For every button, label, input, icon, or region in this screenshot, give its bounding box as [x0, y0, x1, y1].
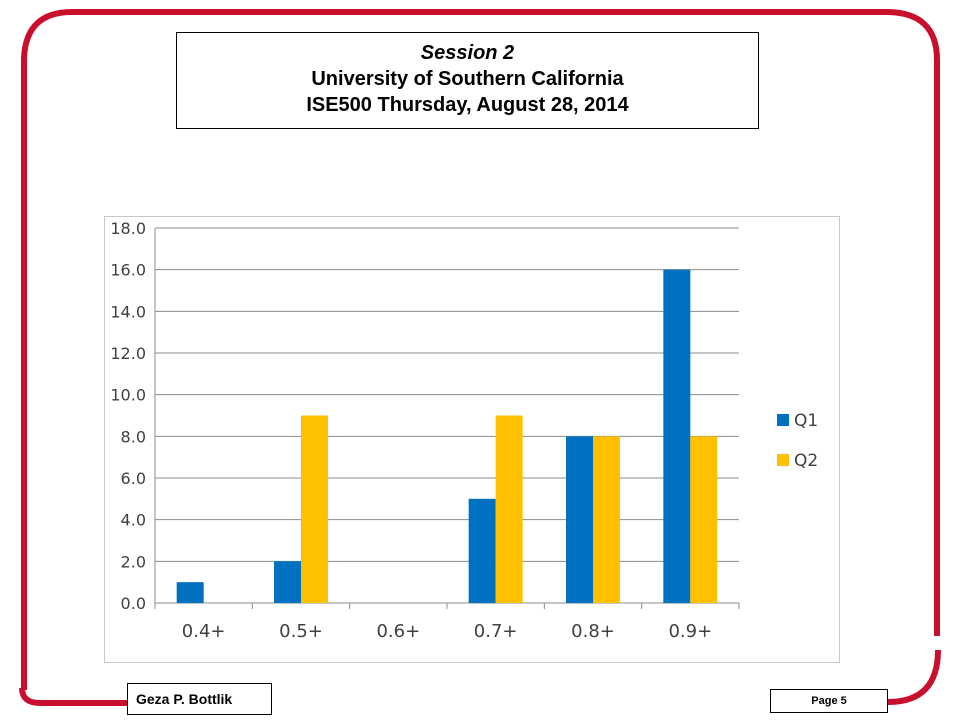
title-line-3: ISE500 Thursday, August 28, 2014 — [306, 94, 629, 116]
frame-bottom-left — [19, 687, 128, 706]
author-box: Geza P. Bottlik — [127, 683, 272, 715]
x-tick-label: 0.8+ — [571, 621, 615, 642]
chart-canvas: 0.0 2.0 4.0 6.0 8.0 10.0 12.0 14.0 16.0 18.0 0.4+ 0… — [110, 219, 818, 642]
bar-q2-0.8+ — [593, 436, 620, 603]
bar-q2-0.7+ — [495, 415, 523, 603]
bar-q1-0.9+ — [663, 269, 691, 603]
y-tick-label: 12.0 — [110, 344, 146, 363]
frame-bottom-right — [887, 649, 941, 705]
x-tick-label: 0.9+ — [668, 621, 712, 642]
x-tick-label: 0.7+ — [474, 621, 518, 642]
y-tick-label: 16.0 — [110, 261, 146, 280]
bar-q1-0.4+ — [176, 582, 204, 603]
frame-top-left — [21, 9, 73, 690]
title-box: Session 2 University of Southern Califor… — [176, 32, 759, 129]
page-number-box: Page 5 — [770, 689, 888, 713]
y-tick-label: 18.0 — [110, 219, 146, 238]
x-tick-label: 0.4+ — [182, 621, 226, 642]
title-line-2: University of Southern California — [311, 68, 624, 90]
y-tick-label: 2.0 — [121, 552, 146, 571]
page-number: Page 5 — [811, 695, 847, 707]
bar-q1-0.8+ — [566, 436, 593, 603]
frame-top-right — [885, 9, 940, 636]
legend-swatch-q1 — [777, 414, 789, 426]
author-name: Geza P. Bottlik — [136, 691, 233, 707]
legend-label-q2: Q2 — [794, 451, 818, 471]
bar-q2-0.5+ — [301, 415, 328, 603]
legend-label-q1: Q1 — [794, 411, 818, 431]
bar-q1-0.5+ — [274, 561, 301, 603]
title-line-1: Session 2 — [420, 42, 515, 64]
y-tick-label: 6.0 — [121, 469, 146, 488]
y-tick-label: 14.0 — [110, 302, 146, 321]
bar-chart: 0.0 2.0 4.0 6.0 8.0 10.0 12.0 14.0 16.0 18.0 0.4+ 0… — [104, 216, 840, 663]
bar-q2-0.9+ — [690, 436, 718, 603]
y-tick-label: 0.0 — [121, 594, 146, 613]
x-tick-label: 0.5+ — [279, 621, 323, 642]
y-tick-label: 10.0 — [110, 386, 146, 405]
legend-swatch-q2 — [777, 454, 789, 466]
y-tick-label: 4.0 — [121, 511, 146, 530]
x-tick-label: 0.6+ — [376, 621, 420, 642]
bar-q1-0.7+ — [468, 498, 496, 603]
y-tick-label: 8.0 — [121, 427, 146, 446]
